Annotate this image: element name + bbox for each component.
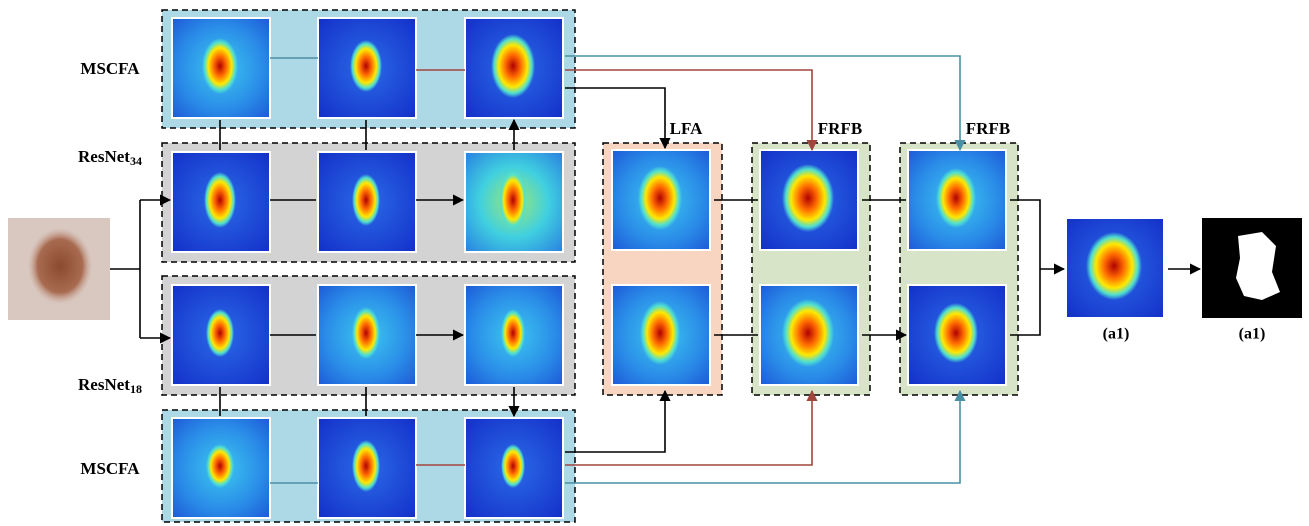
connector (110, 200, 140, 338)
heatmap-activation (206, 444, 234, 488)
heatmap-activation (204, 172, 236, 228)
output-label: (a1) (1103, 326, 1130, 343)
heatmap-activation (350, 40, 382, 92)
heatmap-activation (206, 309, 234, 357)
row-label: ResNet34 (78, 147, 142, 168)
heatmap-activation (1086, 232, 1142, 300)
arrow (565, 391, 960, 483)
label-base: ResNet (78, 375, 130, 394)
heatmap-activation (352, 174, 380, 226)
block-label: FRFB (818, 119, 862, 138)
arrow (565, 70, 812, 150)
label-subscript: 34 (130, 154, 142, 168)
block-label: FRFB (966, 119, 1010, 138)
arrow (565, 88, 665, 148)
heatmap-activation (352, 307, 380, 359)
arrow (565, 391, 665, 452)
connector (416, 70, 465, 465)
row-label: ResNet18 (78, 375, 142, 396)
heatmap-activation (499, 170, 527, 230)
heatmap-activation (202, 38, 238, 94)
arrow (565, 391, 812, 465)
architecture-diagram: MSCFA ResNet34 ResNet18 MSCFA LFA FRFB F… (0, 0, 1309, 526)
heatmap-activation (501, 444, 525, 488)
heatmap-activation (352, 440, 380, 492)
heatmap-activation (782, 299, 834, 367)
row-label: MSCFA (80, 459, 140, 478)
block-label: LFA (670, 119, 703, 138)
row-label: MSCFA (80, 59, 140, 78)
lesion (28, 228, 92, 304)
output-label: (a1) (1239, 326, 1266, 343)
heatmap-activation (936, 168, 976, 228)
heatmap-activation (640, 301, 680, 365)
heatmap-activation (638, 166, 682, 230)
heatmap-activation (501, 309, 525, 357)
label-base: ResNet (78, 147, 130, 166)
heatmap-activation (782, 164, 834, 232)
heatmap-activation (934, 303, 978, 363)
label-subscript: 18 (130, 382, 142, 396)
heatmap-activation (491, 34, 535, 98)
